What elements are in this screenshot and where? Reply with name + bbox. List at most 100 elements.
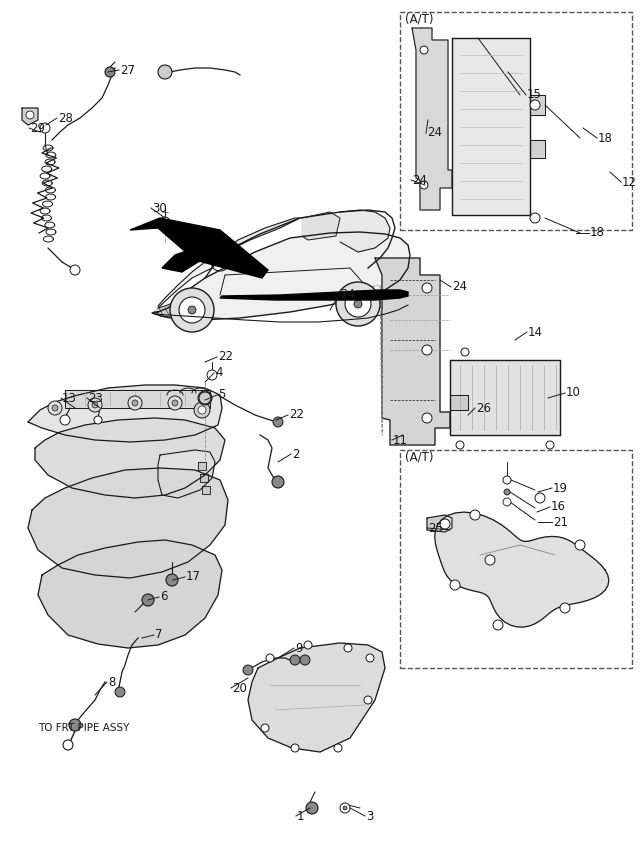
Text: 15: 15 [527, 88, 542, 102]
Circle shape [198, 391, 212, 405]
Circle shape [493, 620, 503, 630]
Text: 5: 5 [218, 388, 226, 401]
Circle shape [115, 687, 125, 697]
Circle shape [198, 406, 206, 414]
Text: 2: 2 [292, 448, 300, 460]
Polygon shape [65, 390, 210, 408]
Polygon shape [435, 512, 609, 628]
Circle shape [92, 402, 98, 408]
Circle shape [40, 123, 50, 133]
Circle shape [364, 696, 372, 704]
Text: 21: 21 [553, 516, 568, 528]
Circle shape [94, 416, 102, 424]
Text: 10: 10 [566, 387, 581, 399]
Text: 24: 24 [452, 281, 467, 293]
Bar [400, 450, 632, 668]
Circle shape [160, 217, 170, 227]
Text: 1: 1 [297, 810, 305, 823]
Circle shape [128, 396, 142, 410]
Circle shape [300, 655, 310, 665]
Circle shape [188, 306, 196, 314]
Text: 24: 24 [412, 174, 427, 187]
Polygon shape [375, 258, 450, 445]
Text: 28: 28 [58, 111, 73, 125]
Circle shape [207, 370, 217, 380]
Text: 18: 18 [590, 226, 605, 239]
Polygon shape [530, 140, 545, 158]
Text: 25: 25 [428, 522, 443, 534]
Polygon shape [340, 210, 390, 252]
Text: 16: 16 [551, 500, 566, 514]
Polygon shape [28, 385, 222, 442]
Circle shape [199, 392, 211, 404]
Circle shape [485, 555, 495, 565]
Text: TO FRT PIPE ASSY: TO FRT PIPE ASSY [38, 723, 129, 733]
Polygon shape [412, 28, 452, 210]
Circle shape [168, 396, 182, 410]
Circle shape [450, 580, 460, 590]
Text: 26: 26 [476, 401, 491, 415]
Circle shape [26, 111, 34, 119]
Circle shape [69, 719, 81, 731]
Circle shape [105, 67, 115, 77]
Circle shape [172, 400, 178, 406]
Circle shape [422, 283, 432, 293]
Text: 9: 9 [295, 641, 302, 655]
Circle shape [560, 603, 570, 613]
Circle shape [354, 300, 362, 308]
Circle shape [456, 441, 464, 449]
Text: 24: 24 [427, 126, 442, 140]
Circle shape [261, 724, 269, 732]
Text: 20: 20 [232, 682, 247, 695]
Circle shape [306, 802, 318, 814]
Text: (A/T): (A/T) [405, 13, 433, 26]
Text: 22: 22 [218, 350, 233, 364]
Text: 8: 8 [108, 676, 115, 689]
Text: 4: 4 [215, 366, 222, 380]
Polygon shape [38, 540, 222, 648]
Circle shape [530, 100, 540, 110]
Circle shape [304, 641, 312, 649]
Circle shape [344, 644, 352, 652]
Circle shape [60, 415, 70, 425]
Text: (A/T): (A/T) [405, 451, 433, 464]
Circle shape [272, 476, 284, 488]
Polygon shape [450, 360, 560, 435]
Text: 24: 24 [340, 288, 355, 302]
Polygon shape [450, 395, 468, 410]
Circle shape [243, 665, 253, 675]
Polygon shape [152, 232, 410, 320]
Circle shape [142, 594, 154, 606]
Circle shape [535, 493, 545, 503]
Circle shape [420, 181, 428, 189]
Text: 27: 27 [120, 64, 135, 76]
Polygon shape [220, 290, 408, 300]
Text: 23: 23 [88, 392, 103, 404]
Circle shape [336, 282, 380, 326]
Text: 6: 6 [160, 590, 167, 604]
Circle shape [132, 400, 138, 406]
Circle shape [166, 574, 178, 586]
Polygon shape [162, 248, 218, 272]
Circle shape [461, 348, 469, 356]
Circle shape [266, 654, 274, 662]
Circle shape [158, 65, 172, 79]
Circle shape [420, 46, 428, 54]
Polygon shape [158, 450, 215, 498]
Polygon shape [35, 418, 225, 498]
Bar [400, 12, 632, 230]
Circle shape [340, 803, 350, 813]
Circle shape [334, 744, 342, 752]
Circle shape [345, 291, 371, 317]
Text: 22: 22 [289, 409, 304, 421]
Circle shape [290, 655, 300, 665]
Polygon shape [28, 468, 228, 578]
Text: 3: 3 [366, 810, 374, 823]
Circle shape [63, 740, 73, 750]
Polygon shape [530, 95, 545, 115]
Polygon shape [158, 250, 222, 308]
Circle shape [170, 288, 214, 332]
Circle shape [70, 265, 80, 275]
Circle shape [48, 401, 62, 415]
Text: 19: 19 [553, 482, 568, 494]
